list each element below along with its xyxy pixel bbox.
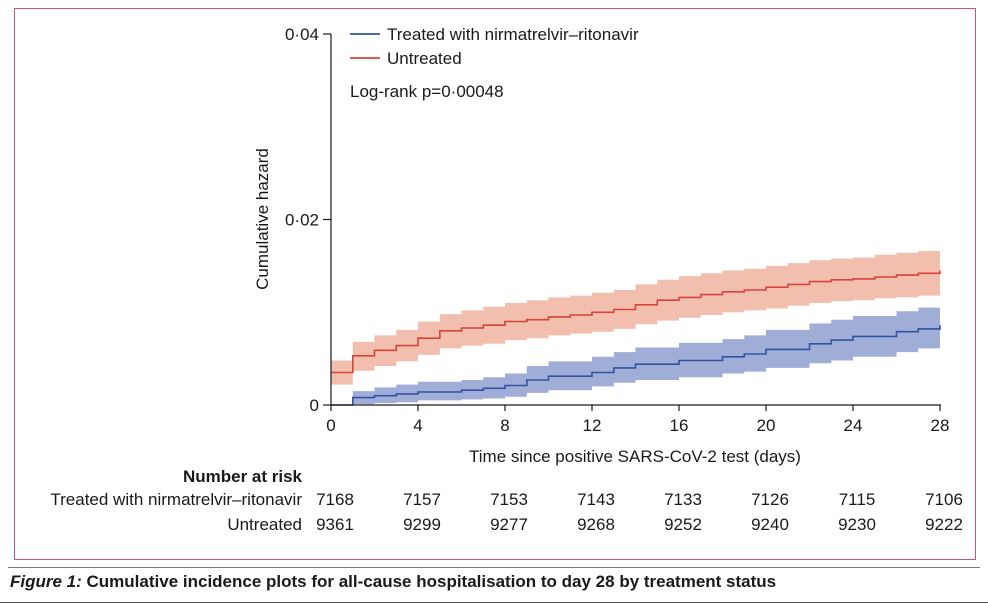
x-tick-label: 20	[757, 416, 776, 435]
x-tick-label: 0	[326, 416, 335, 435]
risk-value-treated: 7143	[577, 490, 615, 509]
risk-value-untreated: 9222	[925, 515, 963, 534]
risk-table-title: Number at risk	[182, 467, 302, 486]
risk-row-label-untreated: Untreated	[227, 515, 302, 534]
risk-value-untreated: 9240	[751, 515, 789, 534]
log-rank-annotation: Log-rank p=0·00048	[350, 82, 504, 101]
legend-label-treated: Treated with nirmatrelvir–ritonavir	[387, 25, 639, 44]
x-tick-label: 16	[670, 416, 689, 435]
risk-value-untreated: 9230	[838, 515, 876, 534]
risk-value-untreated: 9277	[490, 515, 528, 534]
risk-value-treated: 7153	[490, 490, 528, 509]
x-tick-label: 8	[500, 416, 509, 435]
risk-value-untreated: 9361	[316, 515, 354, 534]
y-tick-label: 0·04	[285, 25, 319, 44]
x-tick-label: 4	[413, 416, 422, 435]
y-axis-label: Cumulative hazard	[253, 148, 272, 290]
figure-frame	[14, 8, 976, 560]
y-tick-label: 0	[310, 396, 319, 415]
legend: Treated with nirmatrelvir–ritonavir Untre…	[350, 25, 639, 68]
x-tick-label: 24	[844, 416, 863, 435]
caption-text: Cumulative incidence plots for all-cause…	[81, 572, 777, 591]
treated-confidence-band	[331, 304, 940, 405]
risk-value-untreated: 9252	[664, 515, 702, 534]
risk-row-label-treated: Treated with nirmatrelvir–ritonavir	[50, 490, 302, 509]
risk-value-treated: 7115	[838, 490, 876, 509]
caption-rule	[8, 567, 980, 568]
x-axis-label: Time since positive SARS-CoV-2 test (day…	[469, 447, 801, 466]
risk-value-untreated: 9299	[403, 515, 441, 534]
treated-series-line	[331, 325, 941, 406]
x-tick-label: 28	[931, 416, 950, 435]
risk-value-treated: 7157	[403, 490, 441, 509]
figure-label: Figure 1:	[10, 572, 82, 591]
x-tick-label: 12	[583, 416, 602, 435]
confidence-bands	[331, 248, 940, 405]
risk-value-untreated: 9268	[577, 515, 615, 534]
risk-value-treated: 7133	[664, 490, 702, 509]
bottom-rule	[0, 602, 988, 603]
risk-value-treated: 7168	[316, 490, 354, 509]
figure-caption: Figure 1: Cumulative incidence plots for…	[10, 572, 776, 592]
risk-value-treated: 7106	[925, 490, 963, 509]
series-lines	[331, 270, 941, 406]
risk-value-treated: 7126	[751, 490, 789, 509]
legend-label-untreated: Untreated	[387, 49, 462, 68]
axis-ticks: 0 4 8 12 16 20 24 28 0 0·02 0·04	[285, 25, 949, 435]
y-tick-label: 0·02	[285, 211, 319, 230]
cumulative-hazard-chart: 0 4 8 12 16 20 24 28 0 0·02 0·04 Cumulative hazard…	[253, 25, 949, 466]
untreated-confidence-band	[331, 248, 940, 385]
untreated-series-line	[331, 270, 941, 374]
